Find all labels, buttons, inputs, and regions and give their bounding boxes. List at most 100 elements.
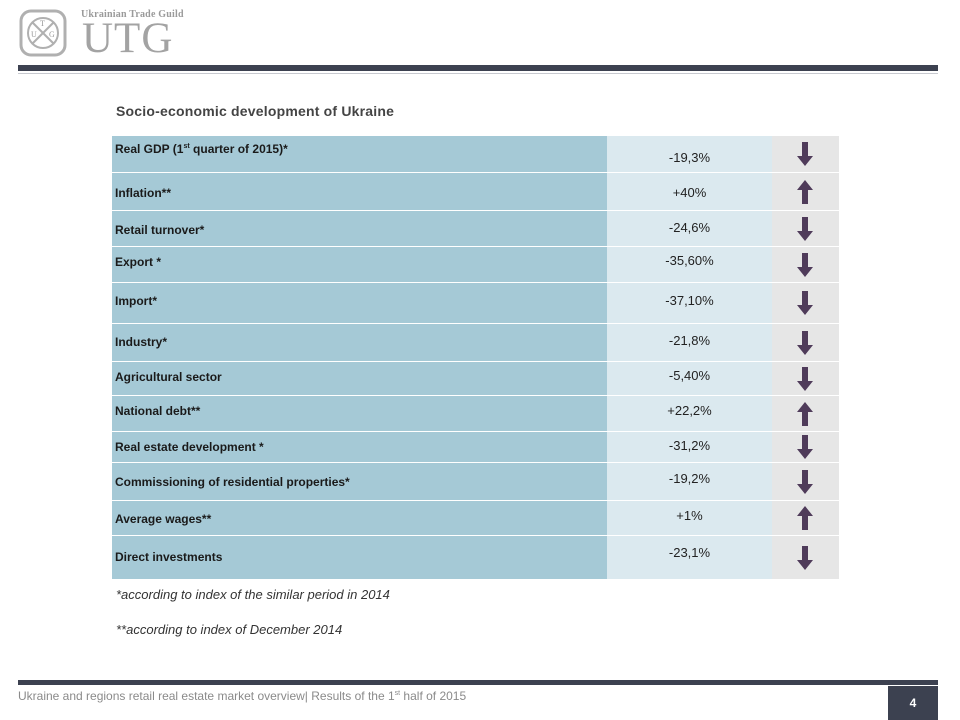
indicator-value-cell: -21,8% (607, 324, 772, 361)
page-number: 4 (888, 686, 938, 720)
indicator-value-cell: +1% (607, 501, 772, 535)
indicator-value: -5,40% (668, 368, 711, 383)
indicator-label: Commissioning of residential properties* (115, 475, 350, 489)
arrow-down-icon (797, 546, 813, 570)
indicator-label-cell: Commissioning of residential properties* (112, 463, 607, 500)
indicator-label-cell: Direct investments (112, 536, 607, 579)
footnote-1: *according to index of the similar perio… (116, 587, 390, 602)
table-row: Agricultural sector -5,40% (112, 362, 841, 396)
table-row: Real estate development * -31,2% (112, 432, 841, 463)
table-row: Industry* -21,8% (112, 324, 841, 362)
arrow-down-icon (797, 435, 813, 459)
indicator-label: Industry* (115, 335, 168, 349)
arrow-up-icon (797, 402, 813, 426)
table-row: Inflation** +40% (112, 173, 841, 211)
indicator-value-cell: -24,6% (607, 211, 772, 246)
indicator-label-cell: Real GDP (1st quarter of 2015)* (112, 136, 607, 172)
table-row: Direct investments -23,1% (112, 536, 841, 580)
arrow-down-icon (797, 217, 813, 241)
indicator-value: +22,2% (667, 403, 712, 418)
footnote-2: **according to index of December 2014 (116, 622, 343, 637)
logo-wordmark: UTG (82, 15, 174, 62)
table-row: Commissioning of residential properties*… (112, 463, 841, 501)
indicator-label: Agricultural sector (115, 370, 222, 384)
table-row: Import* -37,10% (112, 283, 841, 324)
indicator-table: Real GDP (1st quarter of 2015)* -19,3% Inf… (112, 136, 841, 580)
indicator-value: -37,10% (665, 293, 714, 308)
indicator-value: -19,3% (668, 150, 711, 165)
indicator-label-cell: Export * (112, 247, 607, 282)
indicator-value-cell: -5,40% (607, 362, 772, 395)
trend-cell (772, 536, 839, 579)
slide-title: Socio-economic development of Ukraine (116, 103, 395, 119)
table-row: National debt** +22,2% (112, 396, 841, 432)
indicator-label: Retail turnover* (115, 223, 205, 237)
indicator-value: -35,60% (665, 253, 714, 268)
svg-text:T: T (40, 19, 45, 28)
trend-cell (772, 396, 839, 431)
indicator-value: -19,2% (668, 471, 711, 486)
trend-cell (772, 501, 839, 535)
trend-cell (772, 247, 839, 282)
arrow-down-icon (797, 331, 813, 355)
indicator-value: -31,2% (668, 438, 711, 453)
indicator-label-cell: Industry* (112, 324, 607, 361)
indicator-label: Direct investments (115, 550, 223, 564)
arrow-down-icon (797, 367, 813, 391)
utg-logo: U T G Ukrainian Trade Guild UTG (18, 8, 184, 62)
arrow-up-icon (797, 180, 813, 204)
trend-cell (772, 173, 839, 210)
trend-cell (772, 324, 839, 361)
arrow-down-icon (797, 470, 813, 494)
indicator-label-cell: Agricultural sector (112, 362, 607, 395)
logo-subtitle: Ukrainian Trade Guild (81, 9, 184, 20)
guild-emblem-icon: U T G (19, 9, 67, 57)
indicator-label-cell: Average wages** (112, 501, 607, 535)
indicator-label: Average wages** (115, 512, 212, 526)
table-row: Retail turnover* -24,6% (112, 211, 841, 247)
indicator-label: Inflation** (115, 186, 171, 200)
indicator-value-cell: -37,10% (607, 283, 772, 323)
indicator-value-cell: -31,2% (607, 432, 772, 462)
trend-cell (772, 211, 839, 246)
indicator-value: -23,1% (668, 545, 711, 560)
trend-cell (772, 283, 839, 323)
svg-text:U: U (31, 30, 37, 39)
indicator-value-cell: +22,2% (607, 396, 772, 431)
arrow-down-icon (797, 142, 813, 166)
trend-cell (772, 463, 839, 500)
footer-caption: Ukraine and regions retail real estate m… (18, 689, 467, 703)
indicator-label: National debt** (115, 404, 201, 418)
indicator-value-cell: -23,1% (607, 536, 772, 579)
indicator-value-cell: -19,3% (607, 136, 772, 172)
arrow-down-icon (797, 291, 813, 315)
indicator-value-cell: -35,60% (607, 247, 772, 282)
indicator-value: -21,8% (668, 333, 711, 348)
indicator-label-cell: National debt** (112, 396, 607, 431)
table-row: Export * -35,60% (112, 247, 841, 283)
indicator-value: +40% (672, 185, 707, 200)
indicator-label-cell: Retail turnover* (112, 211, 607, 246)
indicator-value: -24,6% (668, 220, 711, 235)
trend-cell (772, 362, 839, 395)
table-row: Real GDP (1st quarter of 2015)* -19,3% (112, 136, 841, 173)
indicator-label-cell: Inflation** (112, 173, 607, 210)
header-divider-thin (18, 73, 938, 74)
indicator-value-cell: -19,2% (607, 463, 772, 500)
trend-cell (772, 136, 839, 172)
header-divider (18, 65, 938, 71)
arrow-down-icon (797, 253, 813, 277)
indicator-label: Import* (115, 294, 157, 308)
trend-cell (772, 432, 839, 462)
indicator-label-cell: Real estate development * (112, 432, 607, 462)
arrow-up-icon (797, 506, 813, 530)
indicator-label: Real estate development * (115, 440, 264, 454)
indicator-label: Export * (115, 255, 162, 269)
indicator-label: Real GDP (1st quarter of 2015)* (115, 142, 288, 156)
indicator-value: +1% (676, 508, 703, 523)
indicator-value-cell: +40% (607, 173, 772, 210)
svg-text:G: G (49, 30, 55, 39)
footer-divider (18, 680, 938, 685)
indicator-label-cell: Import* (112, 283, 607, 323)
table-row: Average wages** +1% (112, 501, 841, 536)
